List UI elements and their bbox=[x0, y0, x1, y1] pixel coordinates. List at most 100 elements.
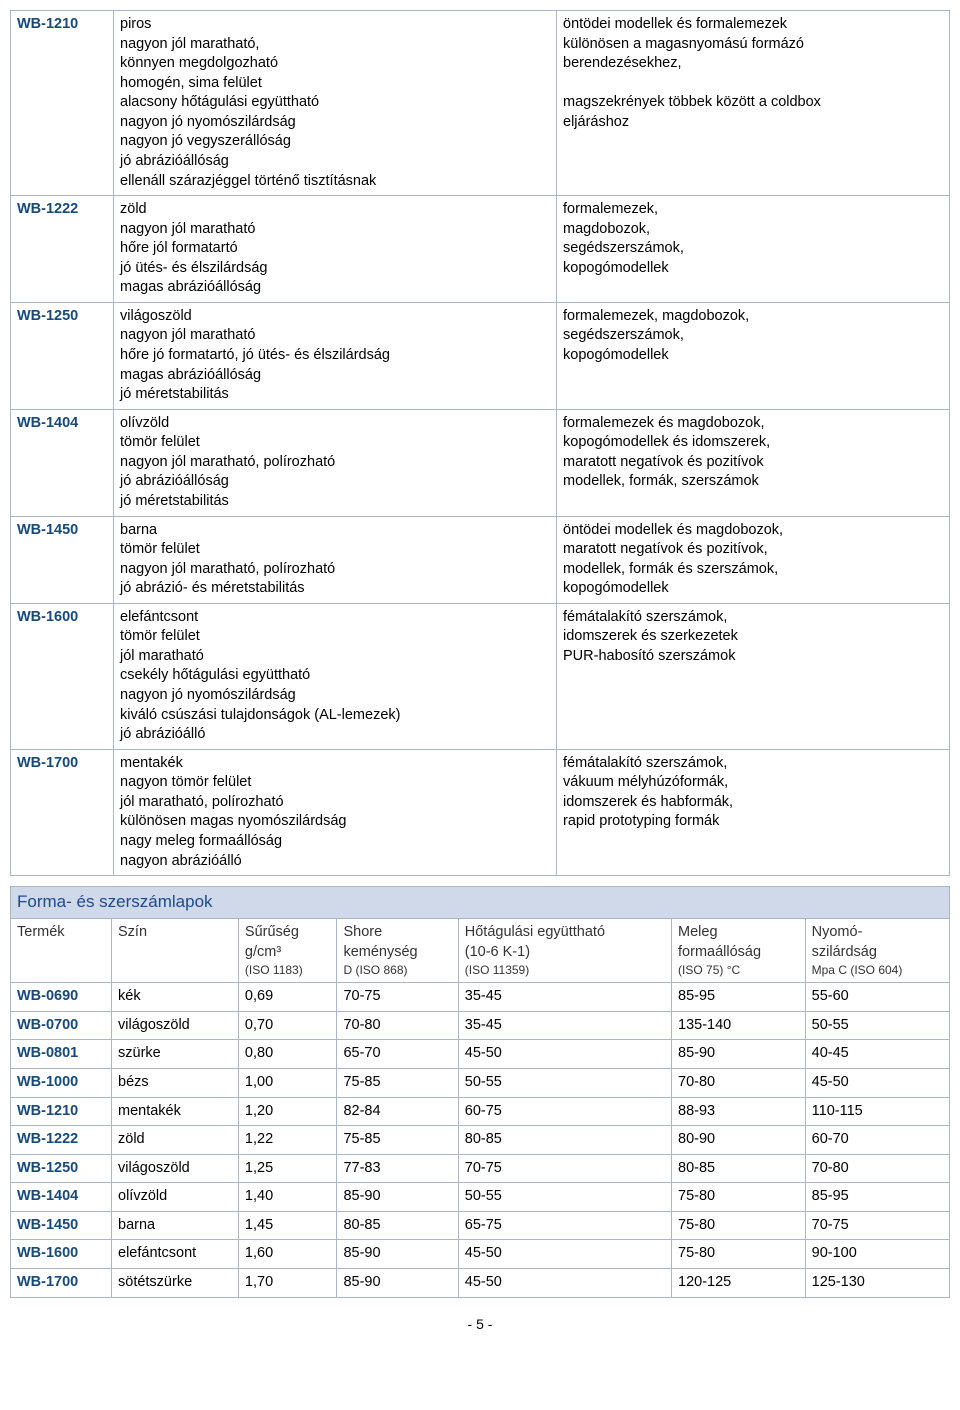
thermal-cell: 65-75 bbox=[458, 1211, 671, 1240]
comp-cell: 90-100 bbox=[805, 1240, 949, 1269]
table-row: WB-0801szürke0,8065-7045-5085-9040-45 bbox=[11, 1040, 950, 1069]
table-row: WB-1600elefántcsont1,6085-9045-5075-8090… bbox=[11, 1240, 950, 1269]
th-product: Termék bbox=[11, 919, 112, 983]
color-cell: szürke bbox=[112, 1040, 239, 1069]
product-code: WB-1600 bbox=[11, 603, 114, 749]
table-row: WB-1222zöldnagyon jól marathatóhőre jól … bbox=[11, 196, 950, 303]
product-code: WB-1250 bbox=[11, 302, 114, 409]
product-description: olívzöldtömör felületnagyon jól marathat… bbox=[114, 409, 557, 516]
heat-cell: 75-80 bbox=[672, 1211, 806, 1240]
heat-cell: 85-90 bbox=[672, 1040, 806, 1069]
thermal-cell: 45-50 bbox=[458, 1268, 671, 1297]
shore-cell: 70-75 bbox=[337, 983, 458, 1012]
comp-cell: 55-60 bbox=[805, 983, 949, 1012]
comp-cell: 70-75 bbox=[805, 1211, 949, 1240]
product-code: WB-1222 bbox=[11, 1126, 112, 1155]
product-description: barnatömör felületnagyon jól maratható, … bbox=[114, 516, 557, 603]
thermal-cell: 50-55 bbox=[458, 1069, 671, 1098]
table-row: WB-1450barnatömör felületnagyon jól mara… bbox=[11, 516, 950, 603]
thermal-cell: 35-45 bbox=[458, 1011, 671, 1040]
th-color: Szín bbox=[112, 919, 239, 983]
product-description: mentakéknagyon tömör felületjól marathat… bbox=[114, 749, 557, 875]
density-cell: 1,40 bbox=[238, 1183, 337, 1212]
color-cell: olívzöld bbox=[112, 1183, 239, 1212]
comp-cell: 125-130 bbox=[805, 1268, 949, 1297]
shore-cell: 65-70 bbox=[337, 1040, 458, 1069]
table-row: WB-0690kék0,6970-7535-4585-9555-60 bbox=[11, 983, 950, 1012]
table-row: WB-1250világoszöld1,2577-8370-7580-8570-… bbox=[11, 1154, 950, 1183]
product-application: formalemezek, magdobozok,segédszerszámok… bbox=[557, 302, 950, 409]
density-cell: 1,25 bbox=[238, 1154, 337, 1183]
table-row: WB-1250világoszöldnagyon jól marathatóhő… bbox=[11, 302, 950, 409]
product-code: WB-1210 bbox=[11, 11, 114, 196]
th-heat: Meleg formaállóság (ISO 75) °C bbox=[672, 919, 806, 983]
table-row: WB-1600elefántcsonttömör felületjól mara… bbox=[11, 603, 950, 749]
product-application: fémátalakító szerszámok,vákuum mélyhúzóf… bbox=[557, 749, 950, 875]
density-cell: 1,70 bbox=[238, 1268, 337, 1297]
product-code: WB-1000 bbox=[11, 1069, 112, 1098]
thermal-cell: 45-50 bbox=[458, 1240, 671, 1269]
product-code: WB-1600 bbox=[11, 1240, 112, 1269]
density-cell: 0,80 bbox=[238, 1040, 337, 1069]
specifications-table: WB-1210pirosnagyon jól maratható,könnyen… bbox=[10, 10, 950, 876]
thermal-cell: 80-85 bbox=[458, 1126, 671, 1155]
heat-cell: 135-140 bbox=[672, 1011, 806, 1040]
color-cell: mentakék bbox=[112, 1097, 239, 1126]
heat-cell: 88-93 bbox=[672, 1097, 806, 1126]
table-row: WB-1700sötétszürke1,7085-9045-50120-1251… bbox=[11, 1268, 950, 1297]
product-code: WB-1222 bbox=[11, 196, 114, 303]
comp-cell: 110-115 bbox=[805, 1097, 949, 1126]
density-cell: 1,45 bbox=[238, 1211, 337, 1240]
comp-cell: 50-55 bbox=[805, 1011, 949, 1040]
product-description: zöldnagyon jól marathatóhőre jól formata… bbox=[114, 196, 557, 303]
table-row: WB-1210mentakék1,2082-8460-7588-93110-11… bbox=[11, 1097, 950, 1126]
table-row: WB-1700mentakéknagyon tömör felületjól m… bbox=[11, 749, 950, 875]
product-code: WB-1700 bbox=[11, 749, 114, 875]
heat-cell: 85-95 bbox=[672, 983, 806, 1012]
color-cell: barna bbox=[112, 1211, 239, 1240]
table-row: WB-1404olívzöld1,4085-9050-5575-8085-95 bbox=[11, 1183, 950, 1212]
thermal-cell: 50-55 bbox=[458, 1183, 671, 1212]
table-row: WB-1222zöld1,2275-8580-8580-9060-70 bbox=[11, 1126, 950, 1155]
density-cell: 1,22 bbox=[238, 1126, 337, 1155]
product-application: formalemezek és magdobozok,kopogómodelle… bbox=[557, 409, 950, 516]
density-cell: 1,20 bbox=[238, 1097, 337, 1126]
section-title: Forma- és szerszámlapok bbox=[11, 887, 950, 919]
shore-cell: 75-85 bbox=[337, 1069, 458, 1098]
th-comp: Nyomó- szilárdság Mpa C (ISO 604) bbox=[805, 919, 949, 983]
th-density: Sűrűség g/cm³ (ISO 1183) bbox=[238, 919, 337, 983]
shore-cell: 85-90 bbox=[337, 1268, 458, 1297]
thermal-cell: 60-75 bbox=[458, 1097, 671, 1126]
product-application: öntödei modellek és formalemezekkülönöse… bbox=[557, 11, 950, 196]
color-cell: kék bbox=[112, 983, 239, 1012]
product-code: WB-1210 bbox=[11, 1097, 112, 1126]
color-cell: sötétszürke bbox=[112, 1268, 239, 1297]
comp-cell: 60-70 bbox=[805, 1126, 949, 1155]
page-number: - 5 - bbox=[10, 1316, 950, 1332]
shore-cell: 75-85 bbox=[337, 1126, 458, 1155]
density-cell: 1,00 bbox=[238, 1069, 337, 1098]
table-row: WB-1210pirosnagyon jól maratható,könnyen… bbox=[11, 11, 950, 196]
product-code: WB-0690 bbox=[11, 983, 112, 1012]
density-cell: 1,60 bbox=[238, 1240, 337, 1269]
product-code: WB-1404 bbox=[11, 409, 114, 516]
product-code: WB-1404 bbox=[11, 1183, 112, 1212]
product-application: öntödei modellek és magdobozok,maratott … bbox=[557, 516, 950, 603]
heat-cell: 80-90 bbox=[672, 1126, 806, 1155]
product-code: WB-0700 bbox=[11, 1011, 112, 1040]
product-code: WB-1450 bbox=[11, 516, 114, 603]
comp-cell: 40-45 bbox=[805, 1040, 949, 1069]
th-shore: Shore keménység D (ISO 868) bbox=[337, 919, 458, 983]
th-thermal: Hőtágulási együttható (10-6 K-1) (ISO 11… bbox=[458, 919, 671, 983]
product-code: WB-1450 bbox=[11, 1211, 112, 1240]
table-row: WB-1000bézs1,0075-8550-5570-8045-50 bbox=[11, 1069, 950, 1098]
shore-cell: 77-83 bbox=[337, 1154, 458, 1183]
comp-cell: 70-80 bbox=[805, 1154, 949, 1183]
comp-cell: 45-50 bbox=[805, 1069, 949, 1098]
table-row: WB-1404olívzöldtömör felületnagyon jól m… bbox=[11, 409, 950, 516]
shore-cell: 82-84 bbox=[337, 1097, 458, 1126]
heat-cell: 75-80 bbox=[672, 1240, 806, 1269]
density-cell: 0,69 bbox=[238, 983, 337, 1012]
heat-cell: 80-85 bbox=[672, 1154, 806, 1183]
color-cell: világoszöld bbox=[112, 1154, 239, 1183]
